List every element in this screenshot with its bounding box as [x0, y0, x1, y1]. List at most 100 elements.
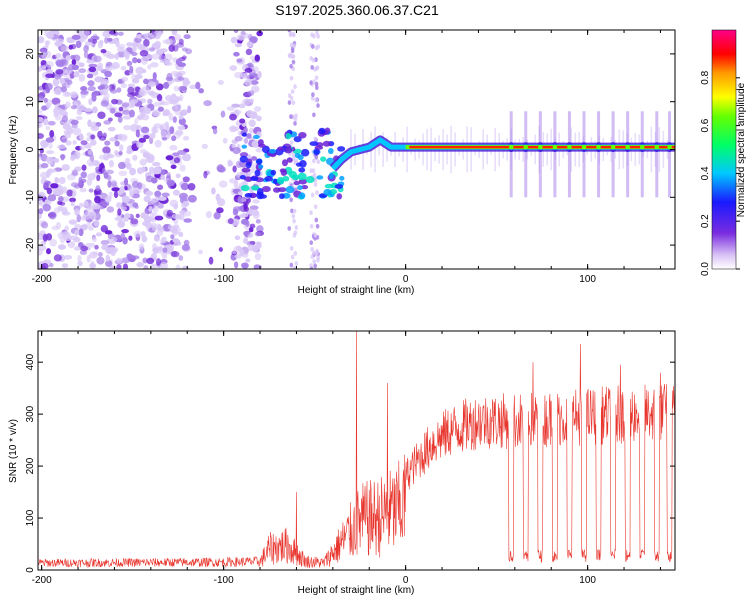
- noise-blob: [73, 71, 80, 78]
- noise-blob: [58, 176, 66, 185]
- transition-blob: [285, 186, 295, 194]
- noise-blob: [183, 218, 193, 223]
- noise-blob: [293, 116, 298, 122]
- noise-blob: [45, 60, 54, 68]
- noise-blob: [78, 228, 84, 237]
- noise-blob: [288, 52, 292, 58]
- noise-blob: [142, 257, 148, 264]
- noise-blob: [73, 184, 81, 189]
- noise-blob: [315, 65, 320, 71]
- transition-blob: [264, 175, 273, 182]
- noise-blob: [178, 38, 184, 45]
- noise-blob: [251, 140, 261, 148]
- noise-blob: [97, 62, 104, 70]
- noise-blob: [255, 241, 262, 246]
- noise-blob: [256, 115, 262, 122]
- noise-blob: [231, 249, 237, 255]
- noise-blob: [55, 59, 65, 67]
- noise-blob: [83, 200, 89, 207]
- noise-blob: [63, 235, 73, 242]
- noise-blob: [51, 225, 60, 231]
- noise-blob: [150, 177, 158, 184]
- noise-blob: [93, 219, 100, 227]
- noise-blob: [233, 30, 239, 33]
- noise-blob: [46, 248, 51, 255]
- noise-blob: [174, 109, 184, 116]
- noise-blob: [162, 111, 169, 117]
- transition-blob: [297, 172, 307, 181]
- noise-blob: [160, 123, 169, 130]
- noise-blob: [141, 114, 150, 121]
- noise-blob: [104, 37, 109, 44]
- noise-blob: [100, 49, 107, 54]
- transition-blob: [279, 193, 285, 200]
- noise-blob: [309, 80, 313, 86]
- noise-blob: [61, 263, 69, 269]
- noise-blob: [61, 211, 71, 216]
- spectrogram-xlabel: Height of straight line (km): [298, 285, 415, 296]
- noise-blob: [244, 79, 252, 86]
- noise-blob: [311, 44, 315, 49]
- noise-blob: [92, 90, 100, 96]
- noise-blob: [43, 180, 50, 189]
- noise-blob: [117, 208, 122, 216]
- transition-blob: [295, 162, 302, 167]
- noise-blob: [165, 155, 174, 161]
- noise-blob: [121, 195, 130, 203]
- noise-blob: [314, 75, 319, 81]
- noise-blob: [143, 195, 151, 203]
- noise-blob: [65, 55, 71, 61]
- noise-blob: [230, 36, 238, 44]
- noise-blob: [94, 195, 101, 204]
- noise-blob: [118, 150, 123, 156]
- noise-blob: [90, 134, 96, 140]
- noise-blob: [254, 54, 261, 62]
- snr-frame: [37, 330, 676, 571]
- noise-blob: [96, 256, 105, 265]
- tone-gap: [523, 144, 528, 150]
- noise-blob: [111, 62, 120, 70]
- noise-blob: [114, 140, 120, 147]
- noise-blob: [290, 89, 295, 94]
- noise-blob: [144, 222, 153, 229]
- noise-blob: [314, 81, 319, 87]
- noise-blob: [247, 90, 255, 96]
- noise-blob: [65, 101, 71, 109]
- noise-blob: [130, 218, 139, 225]
- noise-blob: [81, 164, 87, 171]
- noise-blob: [85, 242, 91, 248]
- noise-blob: [309, 210, 313, 216]
- noise-blob: [292, 266, 297, 269]
- noise-blob: [170, 234, 175, 240]
- noise-blob: [45, 137, 55, 143]
- noise-blob: [162, 39, 171, 45]
- noise-blob: [75, 40, 82, 49]
- noise-blob: [152, 204, 159, 213]
- noise-blob: [43, 97, 48, 103]
- noise-blob: [78, 68, 87, 74]
- dropout-smear: [626, 111, 630, 198]
- noise-blob: [237, 191, 243, 196]
- noise-blob: [42, 203, 52, 212]
- noise-blob: [41, 141, 48, 149]
- noise-blob: [241, 262, 249, 269]
- noise-blob: [244, 67, 253, 73]
- noise-blob: [83, 107, 93, 113]
- noise-blob: [114, 150, 119, 156]
- noise-blob: [212, 127, 218, 135]
- transition-blob: [250, 185, 260, 191]
- noise-blob: [315, 223, 320, 229]
- noise-blob: [66, 189, 74, 197]
- noise-blob: [203, 100, 212, 107]
- dropout-smear: [640, 111, 644, 198]
- transition-blob: [277, 146, 285, 151]
- noise-blob: [169, 126, 175, 135]
- noise-blob: [233, 188, 238, 193]
- colorbar-tick-label: 0.0: [700, 262, 711, 276]
- noise-blob: [138, 137, 147, 143]
- snr-panel: -200 -100 0 100 0 100 200 300 400 Height of stra…: [8, 330, 676, 596]
- noise-blob: [152, 125, 157, 134]
- noise-blob: [312, 112, 316, 118]
- noise-blob: [175, 173, 181, 179]
- noise-blob: [291, 100, 296, 106]
